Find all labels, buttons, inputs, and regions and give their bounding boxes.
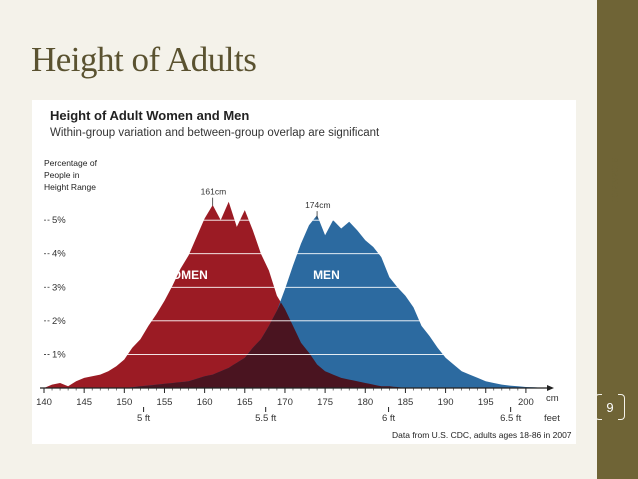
overlap-area <box>124 302 406 388</box>
feet-tick-label: 5.5 ft <box>255 413 276 424</box>
bracket-left-icon <box>595 394 602 420</box>
x-tick-label-160: 160 <box>197 397 213 408</box>
x-tick-label-190: 190 <box>438 397 454 408</box>
feet-tick-label: 6 ft <box>382 413 396 424</box>
y-tick-label-3: 3% <box>52 282 66 293</box>
chart-figure: Height of Adult Women and Men Within-gro… <box>32 100 576 444</box>
y-tick-label-5: 5% <box>52 215 66 226</box>
x-tick-label-155: 155 <box>157 397 173 408</box>
series-label-women: WOMEN <box>160 268 207 282</box>
x-axis-unit-feet: feet <box>544 413 560 424</box>
x-tick-label-200: 200 <box>518 397 534 408</box>
slide-date: 10/28/2016 <box>600 150 630 210</box>
x-tick-label-185: 185 <box>397 397 413 408</box>
x-tick-label-165: 165 <box>237 397 253 408</box>
x-tick-label-195: 195 <box>478 397 494 408</box>
peak-label-women: 161cm <box>201 187 227 197</box>
page-number-badge: 9 <box>593 392 627 422</box>
women-area <box>44 201 406 388</box>
slide-title: Height of Adults <box>31 40 257 79</box>
chart-title: Height of Adult Women and Men <box>50 108 249 123</box>
peak-label-men: 174cm <box>305 200 331 210</box>
area-layer: WOMEN MEN 161cm 174cm <box>44 187 551 388</box>
x-axis-unit-cm: cm <box>546 393 559 404</box>
x-tick-label-180: 180 <box>357 397 373 408</box>
y-axis-label-line-2: People in <box>44 170 80 180</box>
page-number: 9 <box>606 399 614 415</box>
slide-date-text: 10/28/2016 <box>610 157 620 203</box>
height-distribution-chart: Height of Adult Women and Men Within-gro… <box>36 108 572 440</box>
x-tick-label-170: 170 <box>277 397 293 408</box>
x-tick-label-145: 145 <box>76 397 92 408</box>
grid-layer: 1% 2% 3% 4% 5% <box>44 215 522 360</box>
men-area <box>124 215 551 388</box>
slide-sidebar <box>597 0 638 479</box>
chart-subtitle: Within-group variation and between-group… <box>50 127 380 139</box>
feet-tick-label: 6.5 ft <box>500 413 521 424</box>
feet-tick-label: 5 ft <box>137 413 151 424</box>
x-tick-label-140: 140 <box>36 397 52 408</box>
source-note: Data from U.S. CDC, adults ages 18-86 in… <box>392 430 572 440</box>
y-tick-label-2: 2% <box>52 316 66 327</box>
y-tick-label-4: 4% <box>52 249 66 260</box>
y-tick-label-1: 1% <box>52 349 66 360</box>
bracket-right-icon <box>618 394 625 420</box>
x-tick-label-150: 150 <box>116 397 132 408</box>
y-axis-label-line-1: Percentage of <box>44 158 98 168</box>
y-axis-label-line-3: Height Range <box>44 182 96 192</box>
axis-layer: 140 145 150 155 160 165 170 175 180 185 190 195 200 c… <box>36 385 560 424</box>
x-axis-arrow-icon <box>547 385 554 391</box>
x-tick-label-175: 175 <box>317 397 333 408</box>
series-label-men: MEN <box>313 268 340 282</box>
